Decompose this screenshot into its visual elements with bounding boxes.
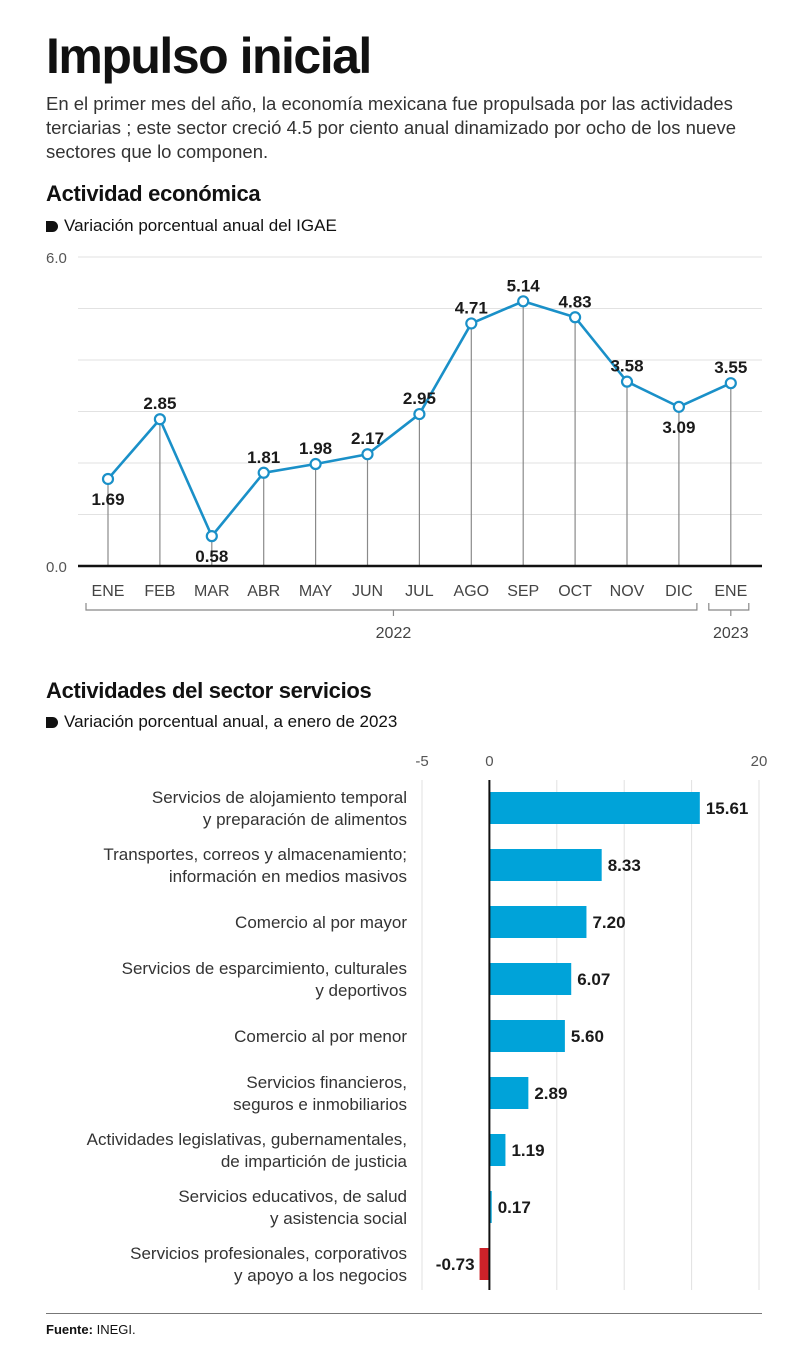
year-label: 2023 — [713, 625, 749, 642]
x-tick-label: MAR — [194, 583, 230, 600]
line-chart-subtitle-text: Variación porcentual anual del IGAE — [64, 216, 337, 235]
bar — [489, 1020, 565, 1052]
data-label: 3.58 — [610, 357, 643, 376]
category-label: Servicios de alojamiento temporal — [152, 788, 407, 807]
y-tick-label: 0.0 — [46, 559, 67, 576]
bar-chart-subtitle: Variación porcentual anual, a enero de 2… — [46, 712, 397, 732]
line-chart: 1.69 2.85 0.58 1.81 1.98 2.17 2.95 4.71 5.14 4.83… — [46, 250, 762, 642]
category-label: y apoyo a los negocios — [234, 1266, 407, 1285]
category-label: Transportes, correos y almacenamiento; — [103, 845, 407, 864]
value-label: 2.89 — [534, 1084, 567, 1103]
x-tick-label: ENE — [714, 583, 747, 600]
bar — [489, 1191, 492, 1223]
value-label: 15.61 — [706, 799, 749, 818]
year-bracket — [85, 603, 698, 616]
x-tick-label: OCT — [558, 583, 592, 600]
bar — [489, 963, 572, 995]
source-note: Fuente: INEGI. — [46, 1322, 136, 1337]
data-label: 1.81 — [247, 448, 280, 467]
data-label: 3.09 — [662, 418, 695, 437]
value-label: -0.73 — [436, 1255, 475, 1274]
x-tick-label: ENE — [92, 583, 125, 600]
data-point — [413, 407, 426, 421]
data-label: 2.95 — [403, 389, 436, 408]
data-point — [257, 466, 270, 479]
data-point — [205, 530, 218, 543]
x-tick-label: 20 — [751, 753, 768, 770]
bullet-icon — [46, 220, 58, 232]
data-point — [620, 375, 634, 388]
x-tick-label: MAY — [299, 583, 333, 600]
page-title: Impulso inicial — [46, 28, 372, 84]
x-tick-label: JUN — [352, 583, 383, 600]
footer-divider — [46, 1313, 762, 1314]
data-point — [361, 448, 374, 461]
category-label: Servicios profesionales, corporativos — [130, 1244, 407, 1263]
category-label: y preparación de alimentos — [203, 810, 407, 829]
category-label: información en medios masivos — [169, 867, 407, 886]
value-label: 8.33 — [608, 856, 641, 875]
data-label: 5.14 — [507, 276, 541, 295]
bar-chart-title: Actividades del sector servicios — [46, 678, 372, 703]
data-point — [672, 400, 686, 413]
x-tick-label: ABR — [247, 583, 280, 600]
category-label: de impartición de justicia — [221, 1152, 408, 1171]
value-label: 0.17 — [498, 1198, 531, 1217]
category-label: Comercio al por mayor — [235, 913, 407, 932]
line-chart-subtitle: Variación porcentual anual del IGAE — [46, 216, 337, 236]
data-label: 0.58 — [195, 547, 228, 566]
data-point — [101, 472, 115, 486]
data-label: 1.69 — [91, 490, 124, 509]
x-tick-label: NOV — [610, 583, 645, 600]
intro-text: En el primer mes del año, la economía me… — [46, 93, 737, 162]
x-tick-label: 0 — [485, 753, 493, 770]
bullet-icon — [46, 716, 58, 728]
data-label: 4.71 — [455, 298, 488, 317]
category-label: y asistencia social — [270, 1209, 407, 1228]
line-chart-title: Actividad económica — [46, 181, 261, 206]
category-label: y deportivos — [315, 981, 407, 1000]
category-label: seguros e inmobiliarios — [233, 1095, 407, 1114]
data-label: 1.98 — [299, 439, 332, 458]
source-value: INEGI. — [96, 1322, 136, 1337]
bar — [489, 1134, 506, 1166]
data-label: 2.17 — [351, 429, 384, 448]
bar-chart: -5 0 20 Servicios de alojamiento temporal y… — [87, 753, 768, 1290]
y-tick-label: 6.0 — [46, 250, 67, 267]
category-label: Comercio al por menor — [234, 1027, 407, 1046]
data-point — [724, 377, 737, 390]
data-point — [568, 311, 582, 324]
value-label: 6.07 — [577, 970, 610, 989]
data-point — [153, 413, 166, 426]
x-tick-label: JUL — [405, 583, 434, 600]
category-label: Servicios financieros, — [246, 1073, 407, 1092]
category-label: Servicios de esparcimiento, culturales — [122, 959, 407, 978]
data-point — [465, 317, 478, 330]
data-point — [309, 457, 322, 471]
x-tick-label: DIC — [665, 583, 693, 600]
source-label: Fuente: — [46, 1322, 93, 1337]
bar — [489, 849, 602, 881]
data-label: 2.85 — [143, 394, 176, 413]
value-label: 5.60 — [571, 1027, 604, 1046]
bar — [489, 1077, 529, 1109]
category-label: Servicios educativos, de salud — [178, 1187, 407, 1206]
value-label: 1.19 — [511, 1141, 544, 1160]
x-tick-label: AGO — [454, 583, 490, 600]
bar — [489, 792, 700, 824]
x-tick-label: FEB — [144, 583, 175, 600]
bar — [489, 906, 587, 938]
data-label: 4.83 — [559, 292, 592, 311]
data-label: 3.55 — [714, 358, 747, 377]
year-bracket — [708, 603, 750, 616]
bar-negative — [479, 1248, 490, 1280]
year-label: 2022 — [376, 625, 412, 642]
value-label: 7.20 — [592, 913, 625, 932]
data-point — [517, 295, 530, 308]
x-tick-label: SEP — [507, 583, 539, 600]
category-label: Actividades legislativas, gubernamentale… — [87, 1130, 407, 1149]
x-tick-label: -5 — [415, 753, 428, 770]
bar-chart-subtitle-text: Variación porcentual anual, a enero de 2… — [64, 712, 398, 731]
